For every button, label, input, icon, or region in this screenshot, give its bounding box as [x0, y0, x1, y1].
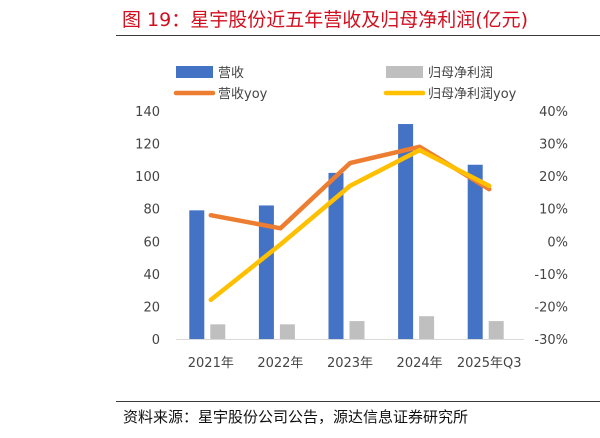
- y-right-tick-label: 0%: [547, 235, 568, 250]
- y-left-tick-label: 100: [135, 170, 160, 185]
- line-net-profit-yoy: [208, 147, 492, 303]
- x-tick-label: 2022年: [257, 356, 303, 371]
- bar-net-profit: [279, 324, 295, 339]
- bar-net-profit: [349, 321, 365, 339]
- bar-revenue: [398, 124, 414, 340]
- legend-label: 营收: [218, 66, 244, 81]
- y-right-tick-label: 20%: [539, 170, 568, 185]
- y-left-tick-label: 40: [143, 268, 160, 283]
- bar-revenue: [258, 205, 274, 339]
- bar-revenue: [467, 164, 483, 339]
- y-left-tick-label: 120: [135, 138, 160, 153]
- y-left-tick-label: 60: [143, 235, 160, 250]
- y-right-tick-label: 40%: [539, 105, 568, 120]
- y-left-tick-label: 20: [143, 300, 160, 315]
- legend-swatch: [386, 66, 423, 78]
- bar-net-profit: [210, 324, 226, 339]
- y-right-tick-label: -20%: [534, 300, 568, 315]
- bar-net-profit: [419, 316, 435, 339]
- bar-revenue: [328, 172, 344, 339]
- legend-label: 归母净利润yoy: [428, 87, 517, 102]
- figure-title: 图 19：星宇股份近五年营收及归母净利润(亿元): [122, 9, 529, 31]
- x-tick-label: 2023年: [327, 356, 373, 371]
- y-axis-right: -30% -20% -10% 0% 10% 20% 30% 40%: [534, 105, 568, 348]
- y-right-tick-label: 30%: [539, 138, 568, 153]
- legend-swatch: [176, 66, 213, 78]
- source-note: 资料来源：星宇股份公司公告，源达信息证券研究所: [123, 408, 469, 426]
- legend-label: 营收yoy: [218, 87, 268, 102]
- title-rule: [116, 35, 600, 36]
- y-left-tick-label: 140: [135, 105, 160, 120]
- x-tick-label: 2025年Q3: [457, 356, 522, 371]
- line-series: [208, 144, 492, 303]
- bar-series: [189, 124, 504, 340]
- x-tick-label: 2021年: [188, 356, 234, 371]
- x-axis-ticks: 2021年 2022年 2023年 2024年 2025年Q3: [188, 356, 522, 371]
- y-right-tick-label: -10%: [534, 268, 568, 283]
- y-right-tick-label: 10%: [539, 203, 568, 218]
- x-tick-label: 2024年: [397, 356, 443, 371]
- y-left-tick-label: 0: [152, 333, 160, 348]
- y-left-tick-label: 80: [143, 203, 160, 218]
- bar-revenue: [189, 210, 205, 339]
- bar-net-profit: [488, 321, 504, 339]
- source-rule: [116, 401, 600, 402]
- y-right-tick-label: -30%: [534, 333, 568, 348]
- legend-label: 归母净利润: [428, 66, 493, 81]
- y-axis-left: 0 20 40 60 80 100 120 140: [135, 105, 160, 348]
